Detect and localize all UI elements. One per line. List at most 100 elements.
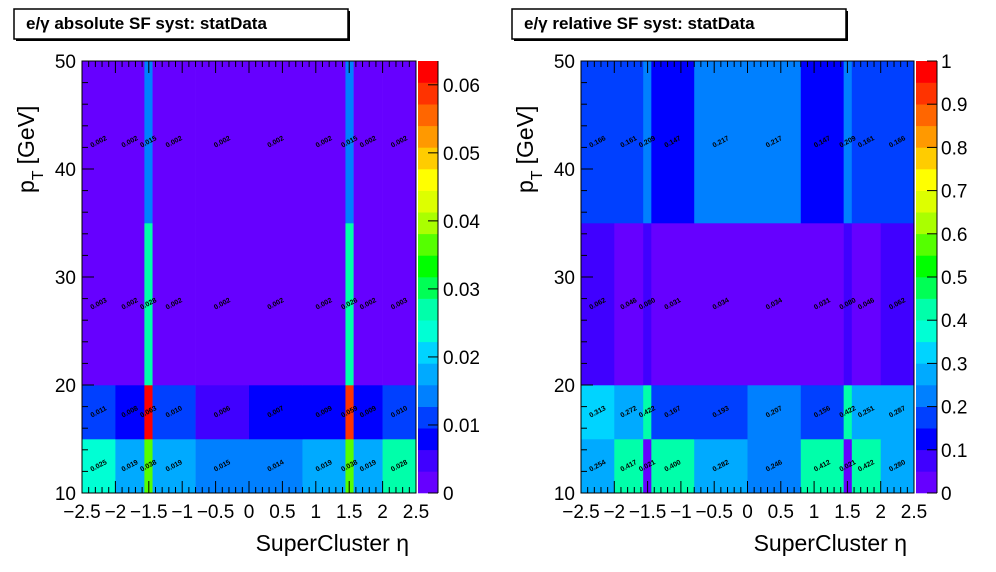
color-scale-swatch	[418, 255, 438, 278]
heatmap-cell	[851, 439, 881, 494]
color-scale-label: 0.05	[443, 144, 480, 165]
y-tick-label: 30	[554, 268, 575, 289]
heatmap-cell	[249, 439, 303, 494]
color-scale-label: 0.5	[941, 268, 967, 289]
x-tick-label: −1.5	[629, 502, 667, 523]
x-tick-label: −2.5	[63, 502, 101, 523]
chart-title: e/γ relative SF syst: statData	[524, 14, 755, 33]
color-scale-swatch	[916, 169, 937, 191]
heatmap-cell	[747, 61, 802, 224]
heatmap-cell	[581, 439, 615, 494]
heatmap-cell	[195, 223, 250, 386]
heatmap-cell	[195, 439, 250, 494]
color-scale-swatch	[418, 147, 438, 170]
heatmap-cell	[195, 61, 250, 224]
color-scale: 0 0.1 0.2 0.3 0.4 0.5 0.6 0.7 0.8 0.9 1	[916, 52, 968, 505]
heatmap-cell	[843, 439, 853, 494]
heatmap-cell	[843, 61, 853, 224]
color-scale-label: 0.02	[443, 348, 480, 369]
heatmap-cell	[195, 385, 250, 440]
x-tick-label: 1.5	[834, 502, 860, 523]
color-scale-swatch	[916, 147, 937, 170]
heatmap-cell	[651, 385, 695, 440]
color-scale-label: 0.03	[443, 280, 480, 301]
x-tick-label: −1	[171, 502, 193, 523]
heatmap-cell	[353, 223, 383, 386]
heatmap-cell	[747, 385, 802, 440]
y-tick-label: 40	[55, 160, 76, 181]
heatmap-cell	[880, 61, 915, 224]
y-tick-label: 20	[55, 376, 76, 397]
color-scale-swatch	[418, 82, 438, 105]
heatmap-cell	[115, 61, 145, 224]
color-scale-swatch	[418, 385, 438, 407]
x-tick-label: −2.5	[562, 502, 600, 523]
heatmap-cell	[694, 439, 748, 494]
heatmap-cell	[851, 223, 881, 386]
color-scale-swatch	[418, 125, 438, 148]
heatmap-cell	[249, 61, 303, 224]
heatmap-cell	[800, 439, 844, 494]
heatmap-cell	[643, 385, 652, 440]
heatmap-cell	[144, 439, 153, 494]
color-scale-swatch	[916, 255, 937, 278]
chart-title-box: e/γ relative SF syst: statData	[511, 8, 848, 41]
x-tick-label: −0.5	[695, 502, 733, 523]
y-axis-title-unit: [GeV]	[13, 106, 39, 165]
heatmap-cell	[82, 385, 116, 440]
heatmap-panel-1: 0.025 0.019 0.038 0.019 0.015 0.014 0.019 0.038…	[13, 8, 480, 556]
x-tick-label: −1.5	[130, 502, 168, 523]
heatmap-cell	[694, 61, 748, 224]
heatmap-cell	[382, 439, 417, 494]
x-tick-label: 2	[875, 502, 886, 523]
x-tick-label: −1	[670, 502, 692, 523]
color-scale-swatch	[418, 428, 438, 451]
heatmap-cell	[302, 61, 346, 224]
heatmap-cell	[747, 223, 802, 386]
color-scale-swatch	[418, 212, 438, 235]
heatmap-cell	[880, 439, 915, 494]
color-scale-label: 0	[941, 484, 952, 505]
color-scale-label: 0.4	[941, 311, 968, 332]
y-tick-label: 10	[554, 484, 575, 505]
heatmap-cell	[800, 61, 844, 224]
title-frame	[511, 8, 847, 40]
x-tick-label: 0	[244, 502, 255, 523]
heatmap-cell	[382, 223, 417, 386]
x-axis-title: SuperCluster η	[256, 530, 409, 556]
color-scale-swatch	[418, 449, 438, 472]
color-scale-swatch	[916, 104, 937, 127]
heatmap-cell	[747, 439, 802, 494]
heatmap-cell	[382, 385, 417, 440]
color-scale-label: 1	[941, 52, 952, 73]
x-tick-label: 0.5	[768, 502, 794, 523]
heatmap-cell	[581, 223, 615, 386]
heatmap-cell	[614, 223, 644, 386]
color-scale-swatch	[916, 428, 937, 451]
title-frame	[13, 8, 349, 40]
color-scale-swatch	[916, 82, 937, 105]
x-tick-label: −2	[603, 502, 625, 523]
chart-title-box: e/γ absolute SF syst: statData	[13, 8, 350, 41]
x-tick-label: 0	[742, 502, 753, 523]
color-scale-swatch	[418, 471, 438, 494]
x-axis: −2.5 −2 −1.5 −1 −0.5 0 0.5 1 1.5 2 2.5	[562, 61, 927, 523]
heatmap-cell	[694, 385, 748, 440]
heatmap-cell	[302, 385, 346, 440]
x-axis-title: SuperCluster η	[754, 530, 907, 556]
color-scale-label: 0.3	[941, 354, 967, 375]
heatmap-cell	[82, 223, 116, 386]
x-tick-label: 1	[311, 502, 322, 523]
color-scale-swatch	[916, 406, 937, 429]
color-scale-label: 0.9	[941, 95, 967, 116]
y-axis-title: pT [GeV]	[512, 106, 546, 193]
x-tick-label: 2.5	[403, 502, 429, 523]
x-tick-label: 2.5	[901, 502, 927, 523]
color-scale-swatch	[418, 363, 438, 386]
heatmap-cell	[643, 223, 652, 386]
heatmap-cell	[152, 385, 196, 440]
color-scale-swatch	[916, 298, 937, 321]
color-scale-swatch	[916, 190, 937, 213]
y-axis-title-main: p	[512, 180, 538, 193]
heatmap-cell	[345, 385, 354, 440]
